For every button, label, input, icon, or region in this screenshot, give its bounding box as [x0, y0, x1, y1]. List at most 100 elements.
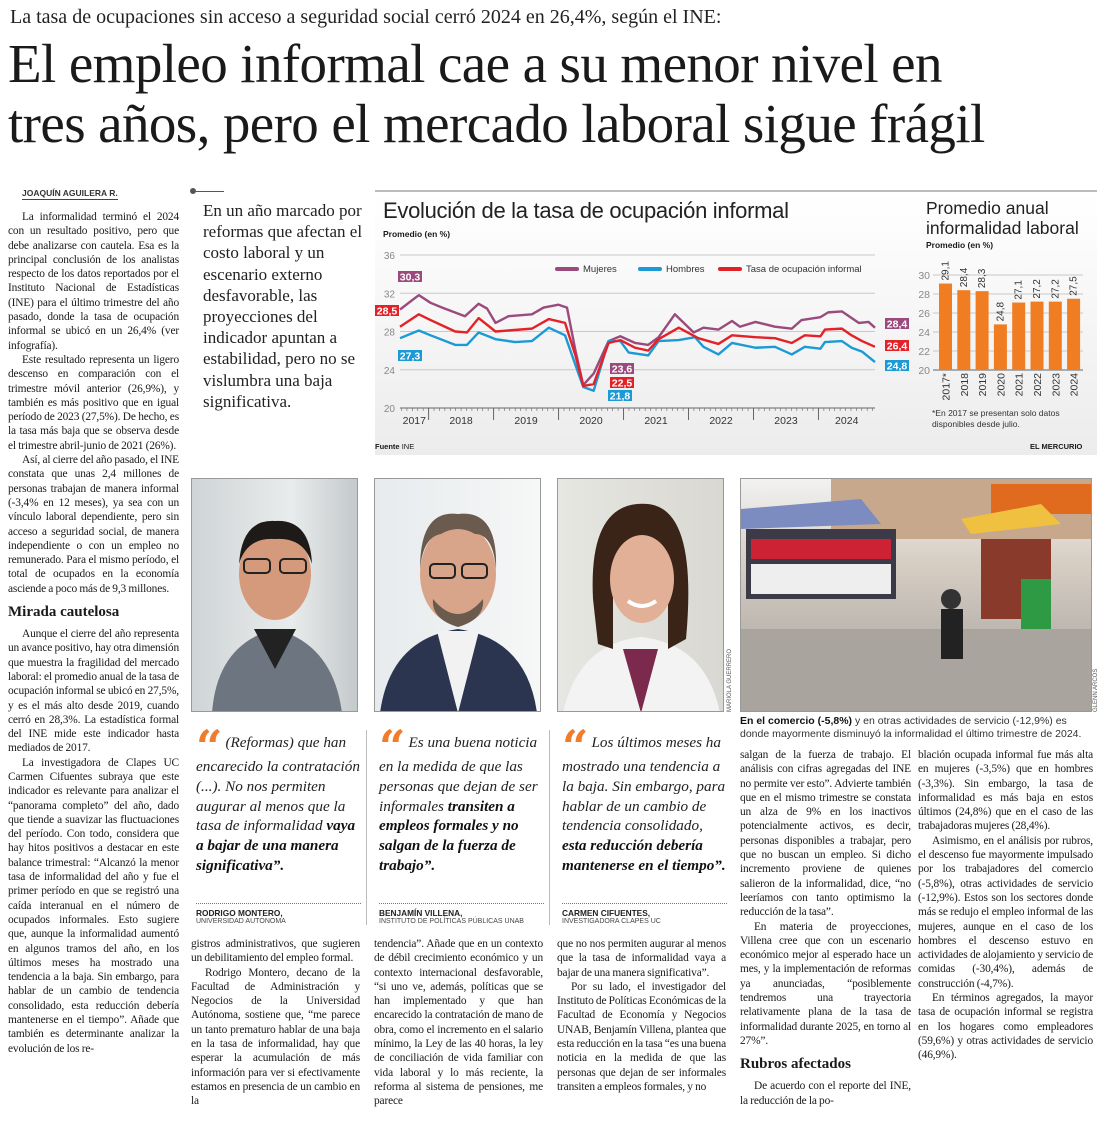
photo-street-market — [740, 478, 1092, 712]
value-label-box — [885, 360, 909, 371]
value-label: 27,3 — [400, 351, 421, 363]
legend-label: Mujeres — [583, 264, 617, 275]
source-value: INE — [401, 442, 415, 451]
line-chart-subtitle: Promedio (en %) — [383, 229, 451, 239]
paragraph: tendencia”. Añade que en un contexto de … — [374, 938, 543, 1108]
value-label-box — [398, 271, 422, 282]
bar — [1012, 302, 1026, 370]
paragraph: que no nos permiten augurar al menos que… — [557, 938, 726, 979]
bar-value-label: 24,8 — [995, 301, 1006, 321]
subhead: Rubros afectados — [740, 1056, 851, 1073]
bar — [1048, 301, 1062, 370]
y-tick-label: 20 — [384, 404, 396, 415]
portrait-figure — [563, 503, 720, 711]
quote-divider — [196, 903, 361, 904]
pull-quote-cifuentes: “Los últimos meses ha mostrado una tende… — [562, 724, 730, 876]
series-line-hombres — [399, 326, 876, 392]
bar — [957, 290, 971, 370]
source-label: Fuente — [375, 442, 400, 451]
body-column-2: gistros administrativos, que sugieren un… — [191, 937, 360, 1109]
paragraph: Asimismo, en el análisis por rubros, el … — [918, 834, 1093, 990]
paragraph: Este resultado representa un ligero desc… — [8, 353, 179, 452]
photo-benjamin-villena — [374, 478, 541, 712]
quote-text-bold: esta reducción debería mantenerse en el … — [562, 837, 726, 874]
headline: El empleo informal cae a su menor nivel … — [8, 34, 985, 154]
quote-author: RODRIGO MONTERO, — [196, 908, 283, 918]
caption-text: y en otras actividades de servicio (-12,… — [740, 715, 1082, 740]
x-tick-label: 2017* — [941, 373, 953, 400]
quote-divider — [379, 903, 544, 904]
legend-label: Hombres — [666, 264, 705, 275]
market-scene — [741, 479, 1091, 711]
bar-value-label: 28,4 — [959, 267, 970, 287]
quote-text-bold: vaya a bajar de una manera significativa… — [196, 817, 356, 874]
bar-chart-note: *En 2017 se presentan solo datos disponi… — [932, 408, 1060, 429]
x-tick-label: 2023 — [1050, 373, 1062, 397]
quote-affiliation: INSTITUTO DE POLÍTICAS PÚBLICAS UNAB — [379, 918, 524, 925]
pull-quote-villena: “Es una buena noticia en la medida de qu… — [379, 724, 547, 876]
value-label: 24,8 — [887, 361, 908, 373]
x-tick-label: 2017 — [403, 415, 427, 427]
intro-bullet — [190, 188, 196, 194]
bar — [975, 291, 989, 370]
x-tick-label: 2022 — [709, 415, 733, 427]
paragraph: La informalidad terminó el 2024 con un r… — [8, 211, 179, 352]
x-tick-label: 2023 — [774, 415, 798, 427]
quote-affiliation: INVESTIGADORA CLAPES UC — [562, 918, 661, 925]
paragraph: Rodrigo Montero, decano de la Facultad d… — [191, 966, 360, 1108]
quote-affiliation: UNIVERSIDAD AUTÓNOMA — [196, 918, 286, 925]
kicker: La tasa de ocupaciones sin acceso a segu… — [10, 6, 722, 28]
y-tick-label: 32 — [384, 289, 396, 300]
source: Fuente INE — [375, 442, 414, 451]
paragraph: En términos agregados, la mayor tasa de … — [918, 992, 1093, 1062]
y-tick-label: 26 — [918, 308, 930, 320]
headline-line-2: tres años, pero el mercado laboral sigue… — [8, 93, 985, 154]
quote-text: Es una buena noticia en la medida de que… — [379, 734, 538, 815]
paragraph: blación ocupada informal fue más alta en… — [918, 749, 1093, 833]
portrait-figure — [212, 520, 342, 711]
quote-divider — [562, 903, 727, 904]
y-tick-label: 22 — [918, 346, 930, 358]
byline: JOAQUÍN AGUILERA R. — [22, 188, 118, 200]
x-tick-label: 2021 — [644, 415, 668, 427]
series-line-mujeres — [399, 293, 876, 387]
body-column-4: que no nos permiten augurar al menos que… — [557, 937, 726, 1094]
line-chart-title: Evolución de la tasa de ocupación inform… — [383, 198, 789, 223]
value-label-box — [610, 363, 634, 374]
paragraph: gistros administrativos, que sugieren un… — [191, 938, 360, 965]
paragraph: Así, al cierre del año pasado, el INE co… — [8, 454, 179, 595]
body-column-3: tendencia”. Añade que en un contexto de … — [374, 937, 543, 1109]
y-tick-label: 36 — [384, 251, 396, 262]
photo-carmen-cifuentes — [557, 478, 724, 712]
portrait-figure — [380, 513, 537, 711]
pull-quote-montero: “(Reformas) que han encarecido la contra… — [196, 724, 364, 876]
paragraph: Por su lado, el investigador del Institu… — [557, 980, 726, 1093]
bar — [1067, 298, 1081, 370]
paragraph: Aunque el cierre del año representa un a… — [8, 628, 179, 755]
body-column-1: La informalidad terminó el 2024 con un r… — [8, 210, 179, 1056]
bar — [993, 324, 1007, 370]
photo-rodrigo-montero — [191, 478, 358, 712]
quote-text-bold: transiten a empleos formales y no salgan… — [379, 797, 519, 874]
value-label: 26,4 — [887, 341, 908, 353]
bar-value-label: 28,3 — [977, 268, 988, 288]
x-tick-label: 2022 — [1032, 373, 1044, 397]
value-label: 28,5 — [377, 306, 398, 318]
x-tick-label: 2020 — [995, 373, 1007, 397]
paragraph: salgan de la fuerza de trabajo. El análi… — [740, 749, 911, 919]
subhead: Mirada cautelosa — [8, 604, 120, 621]
intro-summary: En un año marcado por reformas que afect… — [203, 201, 363, 411]
bar-chart-title: Promedio anual informalidad laboral — [926, 198, 1079, 238]
x-tick-label: 2018 — [959, 373, 971, 397]
x-tick-label: 2019 — [977, 373, 989, 397]
bar — [1030, 301, 1044, 370]
y-tick-label: 20 — [918, 365, 930, 377]
value-label: 28,4 — [887, 319, 908, 331]
x-tick-label: 2024 — [835, 415, 859, 427]
quote-text: (Reformas) que han encarecido la contrat… — [196, 734, 360, 835]
bar-value-label: 27,2 — [1032, 279, 1043, 299]
value-label-box — [608, 390, 632, 401]
bar-value-label: 27,2 — [1050, 279, 1061, 299]
bar-chart-subtitle: Promedio (en %) — [926, 240, 994, 250]
